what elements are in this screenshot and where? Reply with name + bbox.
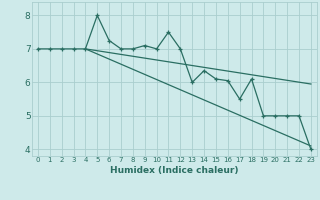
X-axis label: Humidex (Indice chaleur): Humidex (Indice chaleur) [110,166,239,175]
